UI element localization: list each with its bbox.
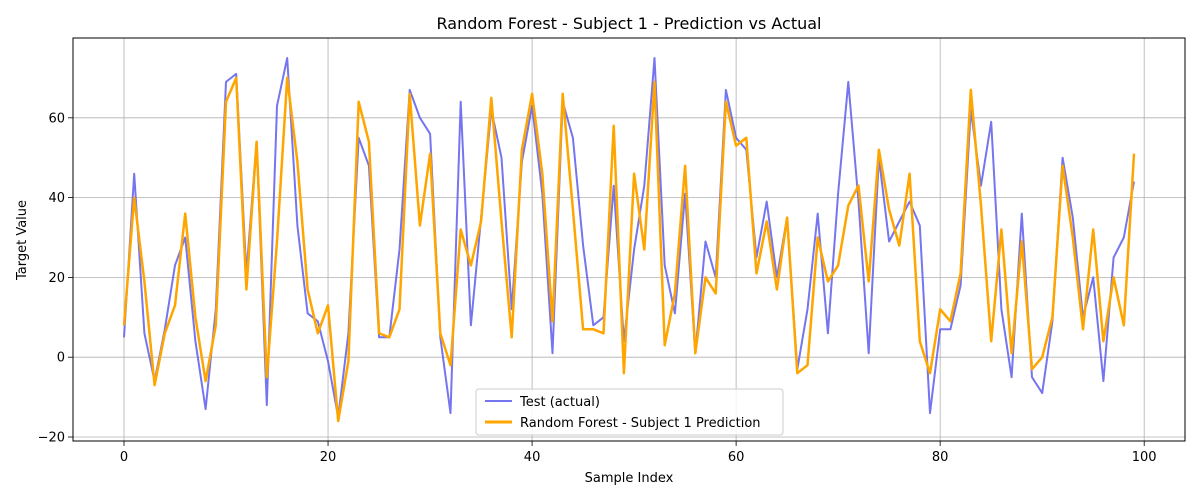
series-lines [122, 57, 1136, 423]
x-tick-label: 0 [120, 450, 128, 465]
legend: Test (actual) Random Forest - Subject 1 … [475, 388, 784, 436]
series-line-prediction [122, 76, 1136, 423]
x-tick-label: 80 [932, 450, 949, 465]
y-axis-ticks: −20 0 20 40 60 [38, 111, 73, 446]
x-axis-ticks: 0 20 40 60 80 100 [120, 441, 1157, 465]
x-tick-label: 20 [320, 450, 337, 465]
legend-label-actual: Test (actual) [519, 395, 600, 410]
y-tick-label: 20 [48, 271, 65, 286]
y-tick-label: 60 [48, 111, 65, 126]
x-tick-label: 60 [728, 450, 745, 465]
chart-title: Random Forest - Subject 1 - Prediction v… [437, 14, 822, 33]
x-tick-label: 100 [1132, 450, 1157, 465]
plot-frame [72, 37, 1186, 442]
legend-label-prediction: Random Forest - Subject 1 Prediction [520, 416, 761, 431]
y-tick-label: 40 [48, 191, 65, 206]
y-tick-label: −20 [38, 431, 65, 446]
y-axis-label: Target Value [15, 200, 30, 281]
y-tick-label: 0 [57, 351, 65, 366]
x-tick-label: 40 [524, 450, 541, 465]
legend-box [475, 388, 784, 436]
x-axis-label: Sample Index [585, 471, 674, 486]
